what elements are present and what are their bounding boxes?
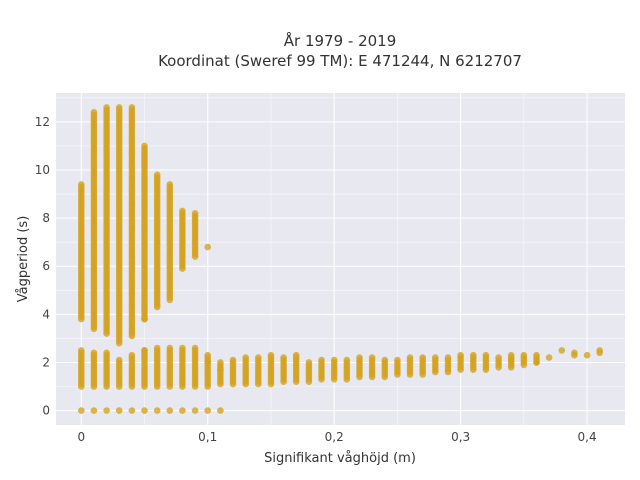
data-point bbox=[520, 351, 528, 359]
x-tick-labels: 0 0,1 0,2 0,3 0,4 bbox=[77, 430, 596, 444]
data-point bbox=[166, 407, 174, 414]
data-point bbox=[128, 407, 136, 414]
x-tick-label: 0,4 bbox=[578, 430, 597, 444]
data-point bbox=[583, 351, 591, 359]
y-tick-labels: 0 2 4 6 8 10 12 bbox=[35, 115, 50, 418]
data-point bbox=[482, 351, 490, 359]
data-point bbox=[217, 359, 224, 366]
data-point bbox=[141, 347, 148, 354]
data-point bbox=[141, 315, 148, 323]
data-point bbox=[103, 104, 110, 111]
data-point bbox=[166, 296, 174, 304]
data-point bbox=[141, 407, 148, 414]
data-point bbox=[254, 354, 262, 361]
data-point bbox=[179, 207, 186, 215]
y-tick-label: 8 bbox=[42, 211, 50, 225]
data-point bbox=[128, 351, 136, 359]
data-point bbox=[90, 349, 98, 357]
x-tick-label: 0,1 bbox=[198, 430, 217, 444]
data-point bbox=[191, 344, 199, 352]
data-point bbox=[153, 344, 161, 352]
plot-area bbox=[56, 93, 625, 425]
data-point bbox=[406, 354, 414, 361]
data-point bbox=[545, 354, 553, 361]
data-point bbox=[179, 344, 186, 352]
data-point bbox=[179, 407, 186, 414]
data-point bbox=[128, 104, 136, 111]
data-point bbox=[217, 366, 224, 374]
chart-title: År 1979 - 2019 bbox=[284, 31, 397, 50]
y-tick-label: 2 bbox=[42, 355, 50, 369]
data-point bbox=[356, 354, 363, 361]
data-point bbox=[533, 359, 540, 366]
data-point bbox=[330, 356, 338, 364]
data-point bbox=[115, 356, 123, 364]
data-point bbox=[495, 354, 502, 361]
data-point bbox=[90, 407, 98, 414]
data-point bbox=[204, 359, 211, 366]
y-axis-label: Vågperiod (s) bbox=[16, 216, 31, 303]
data-point bbox=[103, 407, 110, 414]
data-point bbox=[115, 407, 123, 414]
chart-subtitle: Koordinat (Sweref 99 TM): E 471244, N 62… bbox=[158, 52, 522, 70]
data-point bbox=[419, 354, 427, 361]
data-point bbox=[217, 407, 224, 414]
data-point bbox=[153, 407, 161, 414]
data-point bbox=[166, 181, 174, 188]
data-point bbox=[141, 142, 148, 150]
data-point bbox=[368, 354, 376, 361]
data-point bbox=[444, 354, 452, 361]
x-tick-label: 0,2 bbox=[325, 430, 344, 444]
data-point bbox=[153, 171, 161, 179]
data-point bbox=[103, 349, 110, 357]
x-tick-label: 0 bbox=[77, 430, 85, 444]
y-tick-label: 0 bbox=[42, 404, 50, 418]
data-point bbox=[229, 356, 237, 364]
x-tick-label: 0,3 bbox=[451, 430, 470, 444]
data-point bbox=[571, 349, 578, 357]
data-point bbox=[533, 351, 540, 359]
data-point bbox=[305, 359, 313, 366]
data-point bbox=[507, 356, 515, 364]
data-point bbox=[507, 351, 515, 359]
data-point bbox=[280, 354, 287, 361]
data-points bbox=[78, 104, 603, 414]
data-point bbox=[204, 407, 211, 414]
data-point bbox=[166, 344, 174, 352]
data-point bbox=[470, 351, 477, 359]
data-point bbox=[394, 356, 401, 364]
data-point bbox=[191, 407, 199, 414]
data-point bbox=[432, 354, 439, 361]
data-point bbox=[191, 210, 199, 217]
y-tick-label: 4 bbox=[42, 307, 50, 321]
data-point bbox=[343, 356, 351, 364]
data-point bbox=[267, 351, 275, 359]
data-point bbox=[204, 351, 211, 359]
data-point bbox=[115, 104, 123, 111]
data-point bbox=[381, 356, 389, 364]
data-point bbox=[596, 347, 603, 354]
data-point bbox=[558, 347, 566, 354]
data-point bbox=[318, 356, 325, 364]
data-point bbox=[242, 354, 249, 361]
y-tick-label: 6 bbox=[42, 259, 50, 273]
x-axis-label: Signifikant våghöjd (m) bbox=[264, 451, 416, 466]
data-point bbox=[90, 108, 98, 116]
data-point bbox=[292, 351, 300, 359]
data-point bbox=[78, 181, 85, 188]
data-point bbox=[204, 243, 211, 251]
y-tick-label: 10 bbox=[35, 163, 50, 177]
data-point bbox=[78, 347, 85, 354]
data-point bbox=[78, 407, 85, 414]
y-tick-label: 12 bbox=[35, 115, 50, 129]
data-point bbox=[457, 351, 464, 359]
